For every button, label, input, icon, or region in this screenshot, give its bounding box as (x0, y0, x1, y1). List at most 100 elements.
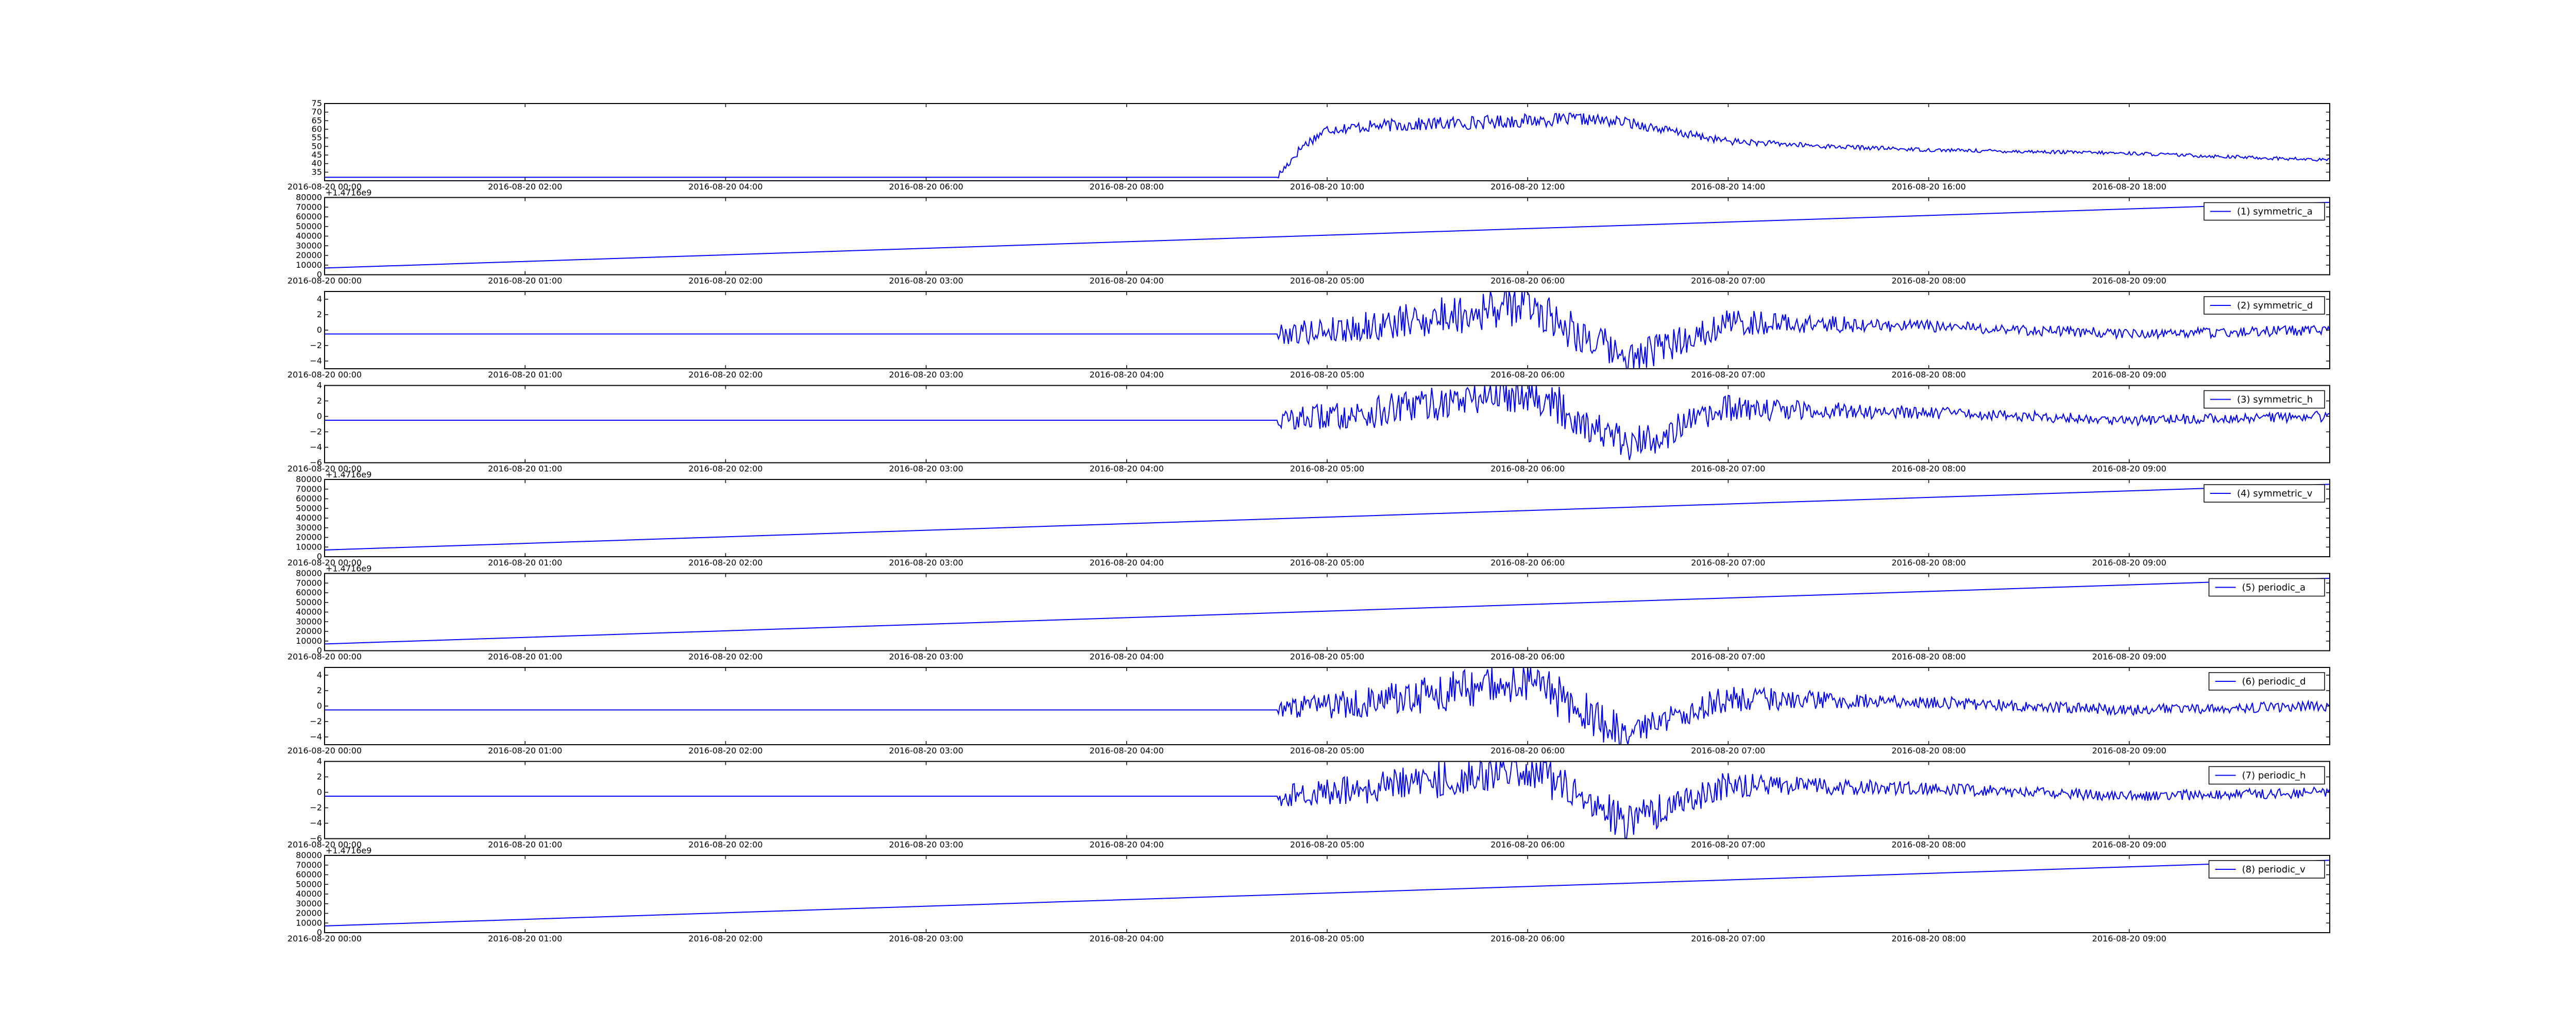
x-tick-label: 2016-08-20 05:00 (1290, 370, 1364, 380)
legend-label: (6) periodic_d (2242, 676, 2306, 687)
legend: (2) symmetric_d (2204, 296, 2325, 315)
subplot-6: 2016-08-20 00:00 2016-08-20 01:00 2016-08-… (287, 564, 2330, 662)
subplot-1: 2016-08-20 00:00 2016-08-20 02:00 2016-08-… (287, 98, 2330, 192)
x-tick-label: 2016-08-20 03:00 (889, 558, 963, 568)
y-tick-label: 75 (312, 98, 322, 108)
y-tick-label: 55 (312, 133, 322, 143)
x-tick-label: 2016-08-20 10:00 (1290, 182, 1364, 192)
y-tick-label: 4 (317, 757, 322, 766)
x-tick-label: 2016-08-20 05:00 (1290, 840, 1364, 850)
y-tick-label: 0 (317, 270, 322, 280)
y-tick-label: 60000 (296, 588, 322, 597)
x-tick-label: 2016-08-20 04:00 (1090, 370, 1164, 380)
legend-label: (7) periodic_h (2242, 770, 2306, 781)
legend-label: (3) symmetric_h (2237, 394, 2313, 405)
x-tick-label: 2016-08-20 12:00 (1490, 182, 1565, 192)
y-tick-label: 40000 (296, 607, 322, 617)
y-tick-label: 65 (312, 115, 322, 125)
legend: (1) symmetric_a (2204, 202, 2325, 221)
y-tick-label: 30000 (296, 616, 322, 626)
x-tick-label: 2016-08-20 00:00 (287, 934, 362, 943)
y-tick-label: 70000 (296, 578, 322, 588)
x-tick-label: 2016-08-20 08:00 (1892, 652, 1966, 662)
x-tick-label: 2016-08-20 02:00 (688, 558, 762, 568)
x-tick-label: 2016-08-20 00:00 (287, 370, 362, 380)
x-tick-label: 2016-08-20 05:00 (1290, 746, 1364, 756)
y-tick-label: 50000 (296, 221, 322, 231)
y-tick-label: 70 (312, 107, 322, 117)
x-tick-label: 2016-08-20 05:00 (1290, 652, 1364, 662)
x-tick-label: 2016-08-20 05:00 (1290, 558, 1364, 568)
x-tick-label: 2016-08-20 00:00 (287, 746, 362, 756)
x-tick-label: 2016-08-20 08:00 (1892, 746, 1966, 756)
x-tick-label: 2016-08-20 06:00 (1490, 652, 1565, 662)
y-tick-label: 10000 (296, 636, 322, 646)
x-tick-label: 2016-08-20 08:00 (1892, 840, 1966, 850)
x-tick-label: 2016-08-20 07:00 (1691, 370, 1765, 380)
legend: (3) symmetric_h (2204, 390, 2325, 409)
legend-box (2208, 860, 2325, 879)
y-tick-label: 70000 (296, 202, 322, 212)
x-tick-label: 2016-08-20 03:00 (889, 652, 963, 662)
x-tick-label: 2016-08-20 09:00 (2092, 840, 2166, 850)
x-tick-label: 2016-08-20 06:00 (1490, 934, 1565, 943)
x-offset-text: +1.4716e9 (326, 846, 371, 855)
y-tick-label: 30000 (296, 241, 322, 250)
legend-label: (2) symmetric_d (2237, 300, 2313, 311)
legend-label: (8) periodic_v (2242, 864, 2306, 875)
subplot-5: 2016-08-20 00:00 2016-08-20 01:00 2016-08-… (287, 470, 2330, 568)
y-tick-label: 80000 (296, 569, 322, 578)
y-tick-label: −2 (310, 427, 322, 437)
x-tick-label: 2016-08-20 18:00 (2092, 182, 2166, 192)
x-tick-label: 2016-08-20 01:00 (488, 652, 562, 662)
y-tick-label: 80000 (296, 474, 322, 484)
y-tick-label: 0 (317, 411, 322, 421)
x-tick-label: 2016-08-20 09:00 (2092, 652, 2166, 662)
y-tick-label: 4 (317, 670, 322, 680)
x-tick-label: 2016-08-20 02:00 (688, 840, 762, 850)
y-tick-label: −6 (310, 458, 322, 468)
x-tick-label: 2016-08-20 06:00 (1490, 370, 1565, 380)
y-tick-label: 2 (317, 310, 322, 319)
y-tick-label: 60000 (296, 212, 322, 221)
x-offset-text: +1.4716e9 (326, 470, 371, 479)
x-tick-label: 2016-08-20 09:00 (2092, 558, 2166, 568)
x-tick-label: 2016-08-20 01:00 (488, 840, 562, 850)
y-tick-label: 70000 (296, 484, 322, 494)
x-tick-label: 2016-08-20 02:00 (688, 370, 762, 380)
x-tick-label: 2016-08-20 00:00 (287, 840, 362, 850)
x-tick-label: 2016-08-20 07:00 (1691, 746, 1765, 756)
y-tick-label: 35 (312, 167, 322, 177)
x-tick-label: 2016-08-20 06:00 (889, 182, 963, 192)
x-tick-label: 2016-08-20 00:00 (287, 558, 362, 568)
subplot-7: 2016-08-20 00:00 2016-08-20 01:00 2016-08-… (287, 667, 2330, 756)
y-tick-label: 2 (317, 396, 322, 406)
x-tick-label: 2016-08-20 08:00 (1892, 934, 1966, 943)
subplot-2: 2016-08-20 00:00 2016-08-20 01:00 2016-08-… (287, 188, 2330, 286)
x-tick-label: 2016-08-20 03:00 (889, 934, 963, 943)
x-tick-label: 2016-08-20 02:00 (688, 276, 762, 286)
x-tick-label: 2016-08-20 09:00 (2092, 464, 2166, 474)
y-tick-label: 0 (317, 787, 322, 797)
y-tick-label: −4 (310, 442, 322, 452)
y-tick-label: 50 (312, 141, 322, 151)
x-tick-label: 2016-08-20 07:00 (1691, 934, 1765, 943)
series-line (324, 577, 2330, 645)
x-tick-label: 2016-08-20 07:00 (1691, 840, 1765, 850)
legend-label: (1) symmetric_a (2237, 207, 2313, 217)
x-tick-label: 2016-08-20 04:00 (1090, 840, 1164, 850)
y-tick-label: 40000 (296, 231, 322, 241)
x-tick-label: 2016-08-20 09:00 (2092, 934, 2166, 943)
y-tick-label: 80000 (296, 850, 322, 860)
y-tick-label: 10000 (296, 260, 322, 270)
x-tick-label: 2016-08-20 05:00 (1290, 276, 1364, 286)
legend-label: (5) periodic_a (2242, 582, 2306, 593)
x-tick-label: 2016-08-20 06:00 (1490, 746, 1565, 756)
series-line (324, 201, 2330, 269)
y-tick-label: −4 (310, 732, 322, 742)
y-tick-label: −2 (310, 716, 322, 726)
x-tick-label: 2016-08-20 02:00 (688, 746, 762, 756)
x-tick-label: 2016-08-20 14:00 (1691, 182, 1765, 192)
x-tick-label: 2016-08-20 08:00 (1892, 558, 1966, 568)
subplot-4: 2016-08-20 00:00 2016-08-20 01:00 2016-08-… (287, 381, 2330, 474)
